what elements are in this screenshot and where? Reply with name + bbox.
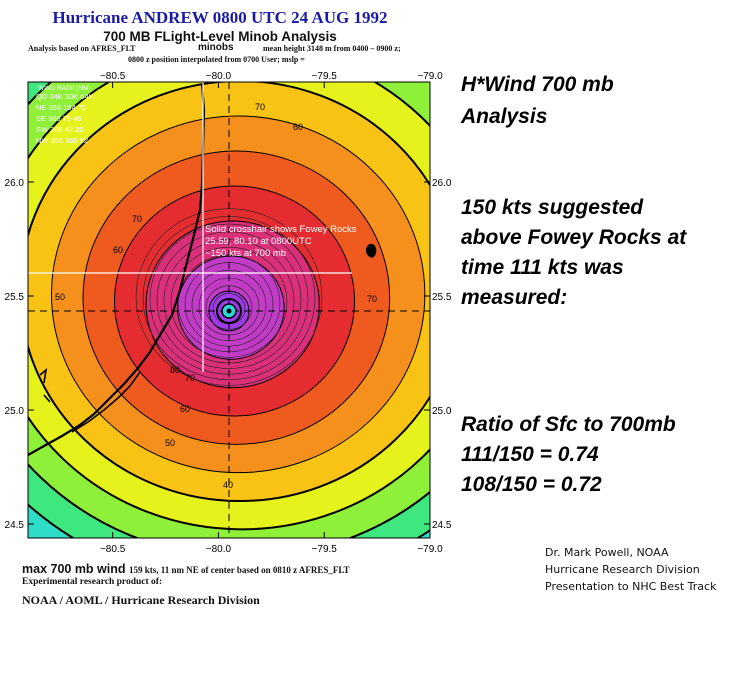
- contour-line: [28, 82, 430, 531]
- x-tick-label: −79.0: [417, 544, 443, 555]
- contour-label: 70: [255, 102, 265, 112]
- note-text: above Fowey Rocks at: [461, 226, 687, 249]
- contour-labels: 40 50 60 70 80 50 60 70 70 70 60: [55, 102, 377, 490]
- contour-line: [145, 220, 320, 389]
- credit-line: Presentation to NHC Best Track: [545, 580, 717, 593]
- y-tick-label: 25.5: [432, 292, 452, 303]
- eye-ring: [216, 298, 242, 324]
- note-text: 150 kts suggested: [461, 196, 644, 219]
- coastline: [28, 83, 377, 456]
- inner-contour: [170, 246, 288, 358]
- credit-line: Hurricane Research Division: [545, 563, 700, 576]
- y-tick-label: 24.5: [5, 520, 25, 531]
- fowey-annotation-line: Solid crosshair shows Fowey Rocks: [205, 224, 357, 235]
- x-tick-label: −80.0: [206, 544, 232, 555]
- wind-radii-row: SW 366 42 30: [36, 125, 84, 134]
- x-tick-label: −80.5: [100, 71, 126, 82]
- fowey-annotation-line: 25.59, 80.10 at 0800UTC: [205, 236, 312, 247]
- fowey-annotation: Solid crosshair shows Fowey Rocks 25.59,…: [205, 224, 357, 259]
- contour-label: 60: [113, 245, 123, 255]
- x-tick-label: −80.5: [100, 544, 126, 555]
- organization: NOAA / AOML / Hurricane Research Divisio…: [22, 593, 260, 607]
- minobs-label: minobs: [198, 42, 234, 53]
- chart-title: Hurricane ANDREW 0800 UTC 24 AUG 1992: [52, 8, 388, 27]
- note-text: measured:: [461, 286, 568, 309]
- credit-line: Dr. Mark Powell, NOAA: [545, 546, 669, 559]
- contour-label: 70: [132, 214, 142, 224]
- max-wind-detail: 159 kts, 11 nm NE of center based on 081…: [129, 565, 350, 575]
- max-wind-label: max 700 mb wind: [22, 562, 126, 576]
- note-heading: Analysis: [461, 105, 548, 128]
- bahamas-islet: [365, 243, 377, 258]
- ratio-heading: Ratio of Sfc to 700mb: [461, 413, 676, 436]
- hurricane-eye: [216, 298, 242, 324]
- contour-line: [114, 185, 355, 417]
- position-line: 0800 z position interpolated from 0700 U…: [128, 55, 305, 64]
- florida-coastline: [28, 83, 206, 456]
- y-tick-label: 24.5: [432, 520, 452, 531]
- x-tick-label: −79.0: [417, 71, 443, 82]
- contour-label: 50: [165, 438, 175, 448]
- wind-radii-table: WIND RADII (NM) QD 34K 50K 64K NE 366 15…: [36, 85, 94, 145]
- wind-radii-row: SE 366 75 46: [36, 114, 81, 123]
- y-tick-label: 25.0: [432, 406, 452, 417]
- contour-line: [28, 82, 430, 502]
- fowey-annotation-line: ~150 kts at 700 mb: [205, 248, 286, 259]
- chart-subtitle: 700 MB FLight-Level Minob Analysis: [103, 29, 337, 44]
- inner-contour: [205, 285, 253, 330]
- mean-height: mean height 3148 m from 0400 – 0900 z;: [263, 44, 401, 53]
- contour-label: 70: [367, 294, 377, 304]
- y-tick-label: 25.5: [5, 292, 25, 303]
- contour-line: [177, 255, 285, 360]
- x-tick-label: −79.5: [312, 544, 338, 555]
- ratio-value: 111/150 = 0.74: [461, 443, 599, 466]
- contour-label: 60: [180, 404, 190, 414]
- contour-label: 40: [223, 480, 233, 490]
- eye-center: [226, 308, 232, 314]
- contour-label: 60: [293, 122, 303, 132]
- contour-line: [82, 150, 391, 445]
- axis-ticks: −80.5 −80.5 −80.0 −80.0 −79.5 −79.5 −79.0 −79.0…: [5, 71, 452, 555]
- plot-frame: [27, 81, 431, 539]
- ratio-value: 108/150 = 0.72: [461, 473, 602, 496]
- contour-label: 80: [170, 365, 180, 375]
- y-tick-label: 26.0: [5, 178, 25, 189]
- analysis-source: Analysis based on AFRES_FLT: [28, 44, 136, 53]
- note-heading: H*Wind 700 mb: [461, 73, 614, 96]
- wind-radii-row: NE 366 154 70: [36, 103, 86, 112]
- contour-label: 50: [55, 292, 65, 302]
- y-tick-label: 25.0: [5, 406, 25, 417]
- contour-label: 70: [185, 373, 195, 383]
- note-text: time 111 kts was: [461, 256, 624, 279]
- keys-coastline: [39, 368, 141, 433]
- x-tick-label: −79.5: [312, 71, 338, 82]
- wind-radii-header: WIND RADII (NM): [38, 85, 91, 92]
- contour-line: [51, 115, 426, 474]
- wind-radii-columns: QD 34K 50K 64K: [36, 92, 94, 101]
- max-wind-line: max 700 mb wind 159 kts, 11 nm NE of cen…: [22, 562, 350, 576]
- contour-lines: [28, 82, 430, 538]
- y-tick-label: 26.0: [432, 178, 452, 189]
- wind-radii-row: NW 366 366 52: [36, 136, 88, 145]
- experimental-label: Experimental research product of:: [22, 577, 163, 587]
- analysis-line: Analysis based on AFRES_FLT minobs mean …: [28, 42, 401, 53]
- x-tick-label: −80.0: [206, 71, 232, 82]
